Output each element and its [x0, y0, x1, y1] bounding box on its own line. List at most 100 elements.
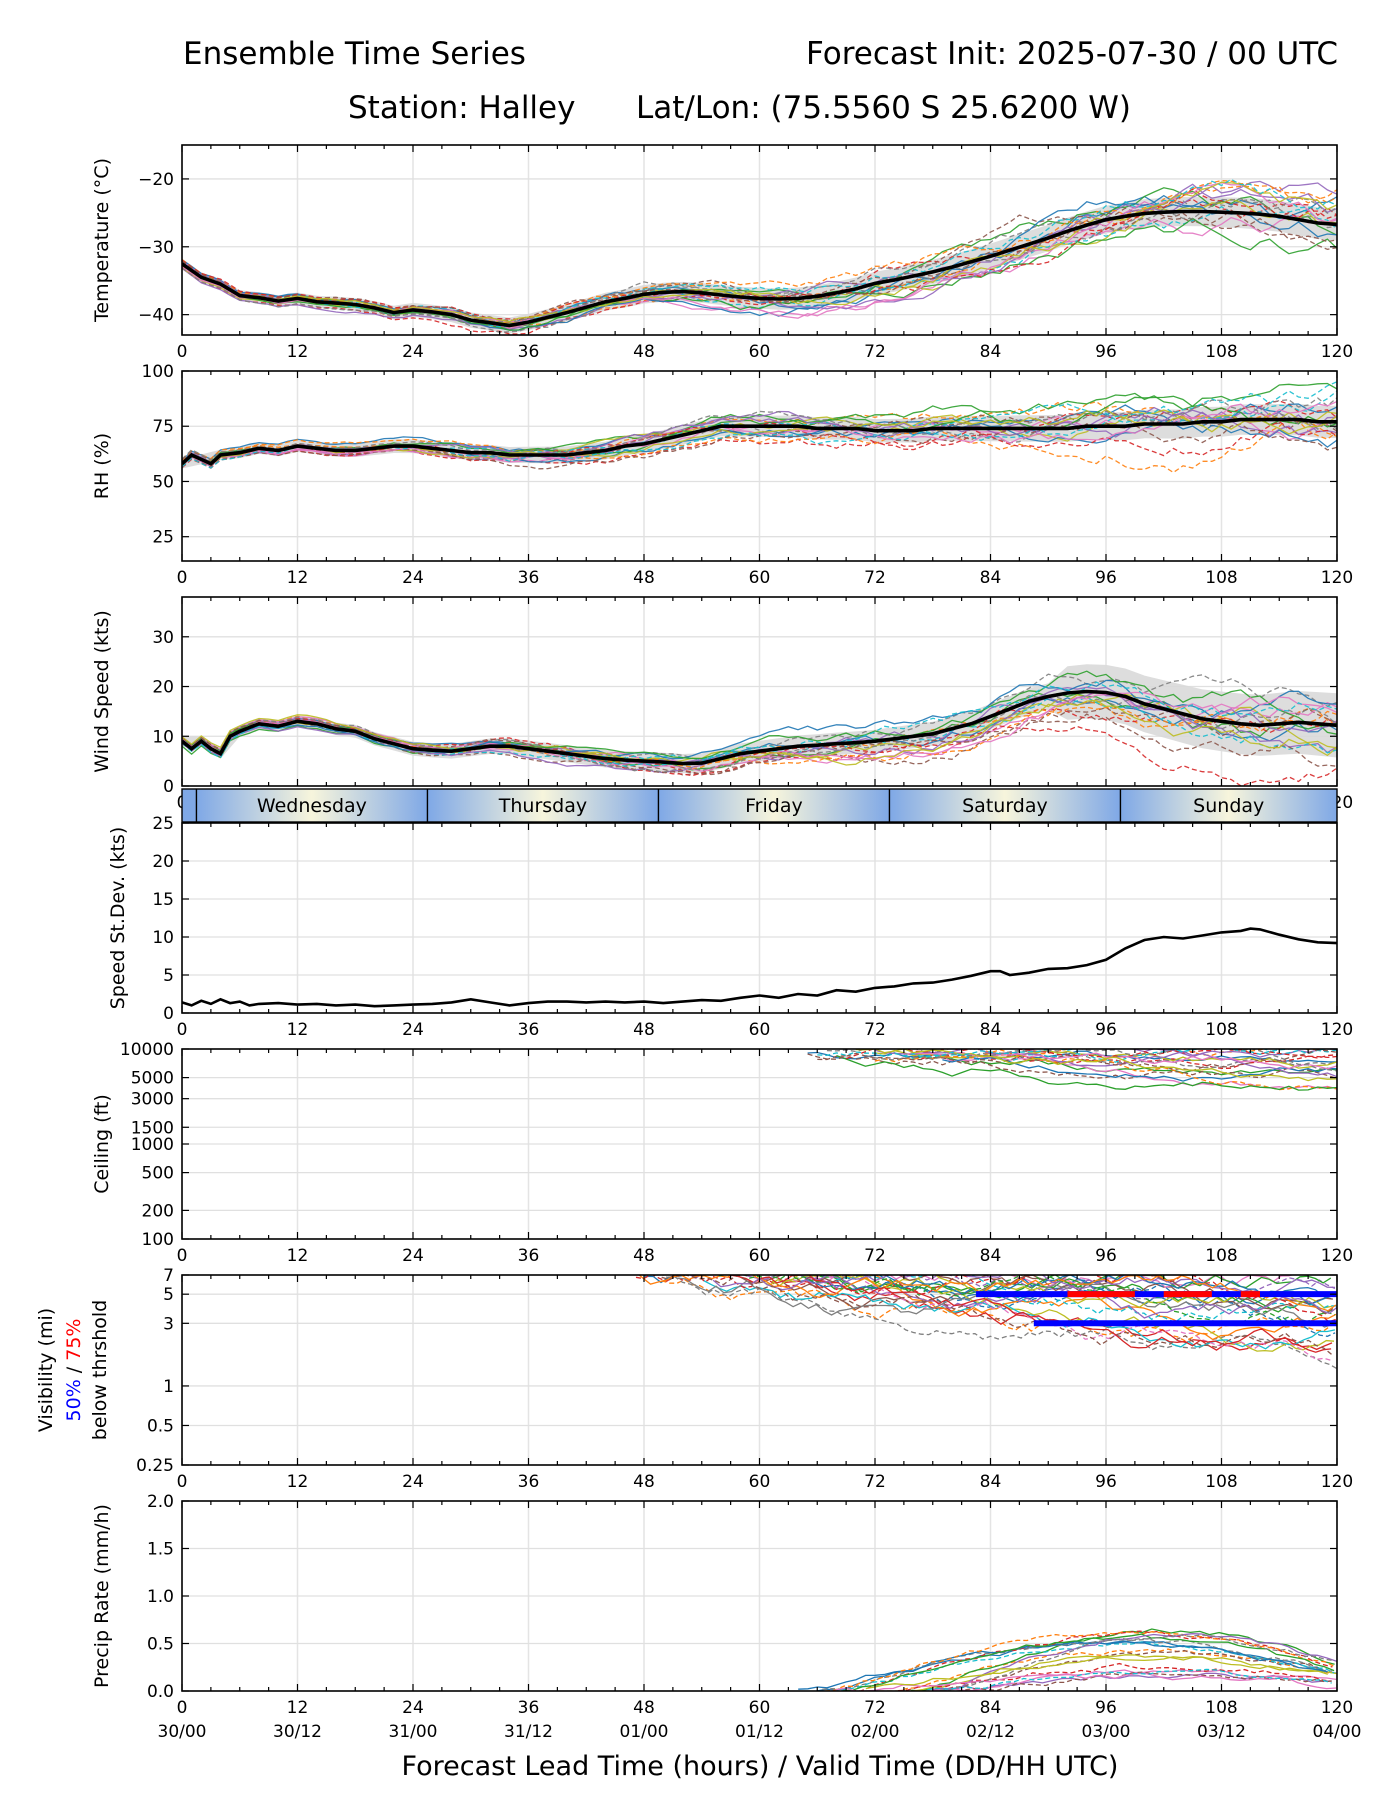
prob50-label: 50%	[63, 1379, 85, 1421]
y-tick-label: 1	[163, 1377, 174, 1397]
wind_speed-y-label: Wind Speed (kts)	[91, 610, 113, 773]
y-tick-label: 7	[163, 1266, 174, 1286]
y-tick-label: 100	[142, 1230, 174, 1250]
x-tick-label: 120	[1321, 1698, 1353, 1718]
day-bar: Wednesday Thursday Friday Saturday Sunday	[181, 788, 1338, 823]
visibility-plot-area	[182, 1275, 1337, 1465]
temperature-plot-area	[182, 145, 1337, 335]
ensemble-member-line	[638, 1275, 1337, 1312]
x-tick-label: 48	[633, 342, 655, 362]
y-tick-label: 3	[163, 1314, 174, 1334]
x-tick-label: 120	[1321, 1246, 1353, 1266]
ensemble-member-line	[835, 1672, 1337, 1691]
y-tick-label: 5	[163, 1285, 174, 1305]
day-segment	[196, 789, 428, 822]
x-tick-label: 120	[1321, 568, 1353, 588]
ensemble-member-line	[182, 417, 1337, 474]
ensemble-member-line	[182, 197, 1337, 323]
x-tick-label: 72	[864, 1698, 886, 1718]
temperature-mean-line	[182, 209, 1337, 328]
x-tick-label: 24	[402, 1472, 424, 1492]
x-tick-label: 108	[1205, 342, 1237, 362]
valid-time-label: 01/00	[620, 1722, 669, 1742]
day-bar-lead	[182, 789, 197, 822]
day-segment	[427, 789, 659, 822]
prob75-label: 75%	[63, 1319, 85, 1361]
x-tick-label: 0	[177, 1698, 188, 1718]
speed_stdev-plot-area	[182, 823, 1337, 1013]
x-tick-label: 120	[1321, 342, 1353, 362]
x-tick-label: 0	[177, 1246, 188, 1266]
y-tick-label: −30	[138, 238, 174, 258]
day-label: Thursday	[498, 795, 587, 817]
valid-time-label: 01/12	[735, 1722, 784, 1742]
forecast-init: Forecast Init: 2025-07-30 / 00 UTC	[806, 36, 1338, 72]
day-segment	[1120, 789, 1337, 822]
ensemble-member-line	[787, 1275, 1312, 1289]
x-tick-label: 84	[980, 1020, 1002, 1040]
x-tick-label: 108	[1205, 1020, 1237, 1040]
day-label: Saturday	[962, 795, 1048, 817]
day-label: Wednesday	[257, 795, 367, 817]
y-tick-label: 50	[152, 472, 174, 492]
x-tick-label: 24	[402, 1246, 424, 1266]
x-tick-label: 48	[633, 568, 655, 588]
valid-time-label: 03/00	[1082, 1722, 1131, 1742]
y-tick-label: 0	[163, 777, 174, 797]
x-tick-label: 36	[518, 1020, 540, 1040]
x-tick-label: 84	[980, 1698, 1002, 1718]
ensemble-member-line	[835, 1275, 1337, 1324]
ensemble-member-line	[182, 399, 1337, 461]
ensemble-member-line	[712, 1275, 1337, 1319]
temperature-y-label: Temperature (°C)	[91, 158, 113, 323]
x-tick-label: 84	[980, 1246, 1002, 1266]
x-tick-label: 12	[287, 1020, 309, 1040]
ensemble-member-line	[798, 1640, 1328, 1690]
relative_humidity-y-label: RH (%)	[91, 433, 113, 499]
x-tick-label: 0	[177, 342, 188, 362]
x-tick-label: 96	[1095, 342, 1117, 362]
y-tick-label: 0	[163, 1004, 174, 1024]
x-tick-label: 24	[402, 1020, 424, 1040]
x-tick-label: 48	[633, 1698, 655, 1718]
ensemble-member-line	[843, 1633, 1335, 1691]
day-label: Friday	[745, 795, 803, 817]
ensemble-member-line	[851, 1630, 1333, 1691]
ensemble-member-line	[817, 1055, 1337, 1080]
ensemble-member-line	[182, 679, 1337, 760]
ensemble-member-line	[874, 1049, 1337, 1091]
panel-precip_rate: 0 12 24 36 48 60 72 84 96 108 120 0.0 0.5 1.0 1.5 2.0 Pr…	[91, 1492, 1353, 1718]
x-tick-label: 48	[633, 1246, 655, 1266]
x-tick-label: 60	[749, 1698, 771, 1718]
x-tick-label: 84	[980, 1472, 1002, 1492]
ensemble-member-line	[672, 1275, 1336, 1309]
y-tick-label: 500	[142, 1164, 174, 1184]
x-tick-label: 24	[402, 342, 424, 362]
y-tick-label: 100	[142, 362, 174, 382]
x-tick-label: 108	[1205, 568, 1237, 588]
ensemble-member-line	[942, 1056, 1337, 1082]
y-tick-label: 200	[142, 1201, 174, 1221]
x-tick-label: 72	[864, 1472, 886, 1492]
y-tick-label: 5000	[131, 1069, 174, 1089]
x-tick-label: 24	[402, 568, 424, 588]
panel-relative_humidity: 0 12 24 36 48 60 72 84 96 108 120 25 50 75 100 RH (%)	[91, 362, 1353, 588]
panel-temperature: 0 12 24 36 48 60 72 84 96 108 120 −40 −30 −20 Temperat…	[91, 144, 1353, 362]
day-label: Sunday	[1193, 795, 1264, 817]
x-tick-label: 24	[402, 1698, 424, 1718]
x-tick-label: 72	[864, 1246, 886, 1266]
x-tick-label: 36	[518, 1246, 540, 1266]
day-segment	[889, 789, 1121, 822]
y-tick-label: 25	[152, 528, 174, 548]
x-tick-label: 48	[633, 1472, 655, 1492]
x-tick-label: 108	[1205, 1472, 1237, 1492]
x-tick-label: 72	[864, 1020, 886, 1040]
x-tick-label: 36	[518, 1472, 540, 1492]
ensemble-member-line	[182, 207, 1337, 324]
x-tick-label: 96	[1095, 1698, 1117, 1718]
x-tick-label: 96	[1095, 1472, 1117, 1492]
ensemble-member-line	[816, 1640, 1337, 1691]
ensemble-member-line	[182, 205, 1337, 323]
x-tick-label: 120	[1321, 1472, 1353, 1492]
valid-time-label: 02/12	[966, 1722, 1015, 1742]
